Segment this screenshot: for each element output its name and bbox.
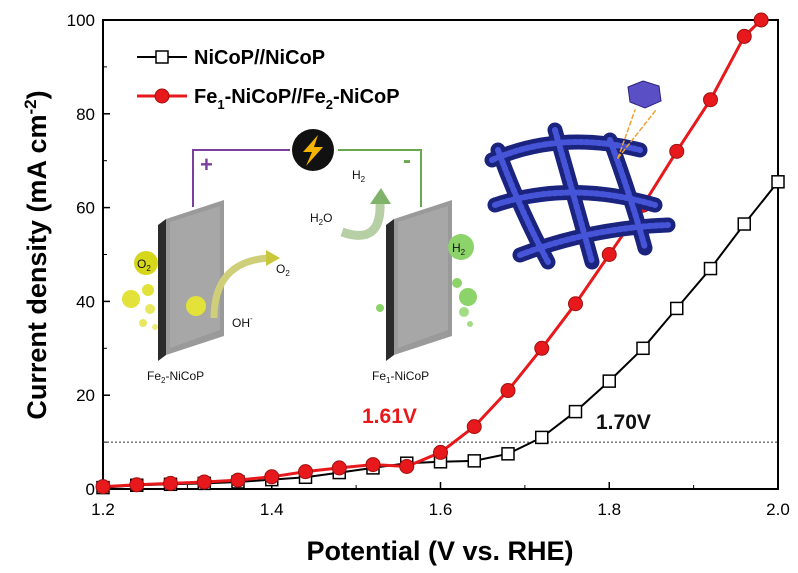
cathode-label: Fe1-NiCoP — [372, 369, 429, 385]
data-point-circle — [736, 28, 752, 44]
axis-ticks: 1.2 1.4 1.6 1.8 2.0 0 20 40 60 80 100 — [67, 11, 790, 519]
data-point-square — [636, 341, 650, 356]
data-point-circle — [331, 460, 347, 476]
h2-bubble — [448, 234, 474, 260]
water-flow-arrow — [340, 201, 385, 240]
data-point-circle — [230, 472, 246, 488]
bubble — [142, 284, 154, 296]
y-tick-label: 100 — [67, 11, 95, 30]
bubble — [139, 319, 147, 327]
data-point-square — [771, 175, 785, 189]
data-point-circle — [500, 383, 516, 399]
anode-wire — [192, 149, 290, 207]
annotation-1-61v: 1.61V — [362, 405, 417, 428]
water-label: H2O — [310, 211, 332, 227]
water-arrowhead — [370, 188, 391, 204]
data-point-circle — [298, 464, 313, 480]
legend-entry-nicop: NiCoP//NiCoP — [137, 47, 325, 69]
legend-entry-fe-nicop: Fe1-NiCoP//Fe2-NiCoP — [137, 86, 400, 112]
x-tick-label: 1.4 — [260, 500, 284, 519]
o2-bubble-label: O2 — [137, 257, 151, 273]
x-tick-label: 1.2 — [91, 500, 115, 519]
oxygen-arrowhead — [266, 250, 280, 266]
anode-label: Fe2-NiCoP — [147, 369, 204, 385]
y-tick-label: 80 — [76, 105, 95, 124]
h2-product-label: H2 — [352, 168, 366, 184]
data-point-square — [568, 404, 583, 419]
lightning-bolt-icon — [303, 135, 323, 166]
y-tick-label: 40 — [76, 292, 95, 311]
data-point-circle — [433, 444, 448, 460]
zoom-line — [617, 109, 636, 159]
data-point-circle — [399, 458, 415, 474]
legend-marker-open-square — [155, 50, 169, 64]
h2-bubble-label: H2 — [452, 241, 466, 257]
minus-sign: - — [403, 147, 411, 174]
annotation-1-70v: 1.70V — [596, 411, 651, 434]
series-layer — [95, 12, 785, 495]
data-point-circle — [601, 247, 617, 262]
data-point-circle — [534, 340, 550, 356]
cathode-electrode-edge — [386, 219, 394, 361]
y-tick-label: 0 — [86, 480, 95, 499]
data-point-square — [670, 301, 684, 316]
data-point-square — [703, 261, 718, 276]
y-axis-title-main: Current density (mA cm — [22, 115, 52, 420]
data-point-square — [467, 454, 481, 468]
bubble — [145, 304, 155, 314]
data-point-square — [602, 374, 616, 388]
hexagonal-nanocrystal-icon — [627, 80, 662, 109]
plus-sign: + — [200, 152, 213, 177]
data-point-circle — [703, 92, 718, 108]
o2-bubble — [134, 251, 158, 275]
data-point-circle — [568, 296, 583, 312]
o2-product-label: O2 — [276, 262, 290, 278]
nanowire-network-illustration — [484, 80, 676, 270]
data-point-square — [501, 447, 515, 461]
zoom-line — [617, 109, 657, 159]
x-tick-label: 1.8 — [597, 500, 621, 519]
bubble — [186, 296, 206, 316]
hydroxide-label: OH- — [232, 314, 253, 330]
data-point-circle — [264, 469, 280, 485]
legend-marker-red-circle — [154, 88, 170, 104]
x-tick-label: 1.6 — [429, 500, 453, 519]
data-point-circle — [365, 457, 381, 473]
bubble — [152, 324, 158, 330]
oxygen-flow-arrow — [210, 254, 269, 319]
data-point-circle — [466, 419, 482, 435]
y-tick-label: 60 — [76, 199, 95, 218]
legend: NiCoP//NiCoP Fe1-NiCoP//Fe2-NiCoP — [137, 47, 400, 112]
x-tick-label: 2.0 — [766, 500, 790, 519]
data-point-circle — [196, 474, 212, 490]
legend-label-nicop: NiCoP//NiCoP — [194, 47, 325, 69]
bubble — [459, 288, 477, 306]
data-point-square — [535, 430, 549, 445]
x-axis-title: Potential (V vs. RHE) — [306, 536, 573, 566]
data-point-circle — [669, 143, 685, 159]
anode-electrode-edge — [158, 219, 166, 361]
bubble — [467, 321, 473, 327]
cathode-electrode-texture — [398, 206, 448, 348]
data-point-circle — [129, 477, 145, 493]
electrolyzer-schematic: + - O2 O2 OH- Fe2-NiCoP H2O H2 H2 — [122, 129, 477, 385]
y-axis-title: Current density (mA cm-2) — [21, 90, 52, 419]
bubble — [452, 278, 462, 288]
data-point-circle — [163, 475, 178, 491]
legend-label-fe-nicop: Fe1-NiCoP//Fe2-NiCoP — [194, 86, 400, 112]
data-point-square — [737, 217, 751, 231]
bubble — [376, 304, 384, 312]
anode-electrode-texture — [170, 206, 220, 348]
bubble — [459, 307, 469, 317]
bubble — [122, 290, 140, 308]
data-point-circle — [753, 12, 769, 28]
y-tick-label: 20 — [76, 386, 95, 405]
data-point-circle — [95, 479, 111, 495]
y-axis-title-sup: -2 — [21, 99, 40, 114]
cathode-wire — [338, 149, 422, 207]
y-axis-title-end: ) — [22, 90, 52, 99]
